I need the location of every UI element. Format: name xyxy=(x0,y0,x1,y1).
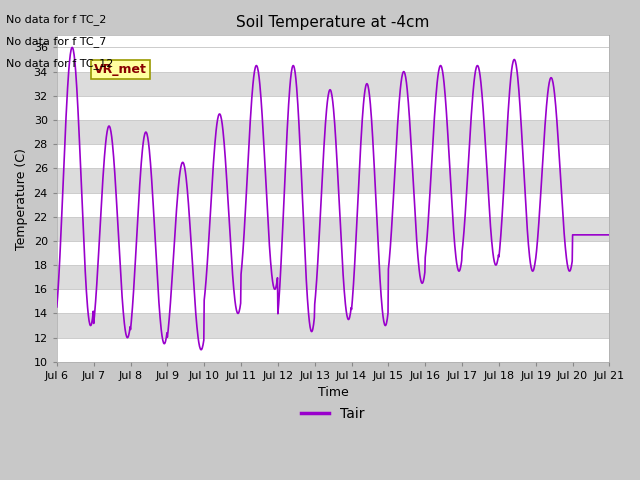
Bar xyxy=(57,265,609,289)
Text: No data for f TC_2: No data for f TC_2 xyxy=(6,14,107,25)
Text: VR_met: VR_met xyxy=(94,63,147,76)
X-axis label: Time: Time xyxy=(318,386,349,399)
Text: No data for f TC_12: No data for f TC_12 xyxy=(6,59,114,70)
Y-axis label: Temperature (C): Temperature (C) xyxy=(15,148,28,250)
Bar xyxy=(57,217,609,241)
Bar xyxy=(57,313,609,337)
Bar xyxy=(57,168,609,192)
Bar xyxy=(57,120,609,144)
Legend: Tair: Tair xyxy=(296,402,371,427)
Bar xyxy=(57,72,609,96)
Text: No data for f TC_7: No data for f TC_7 xyxy=(6,36,107,48)
Title: Soil Temperature at -4cm: Soil Temperature at -4cm xyxy=(236,15,430,30)
